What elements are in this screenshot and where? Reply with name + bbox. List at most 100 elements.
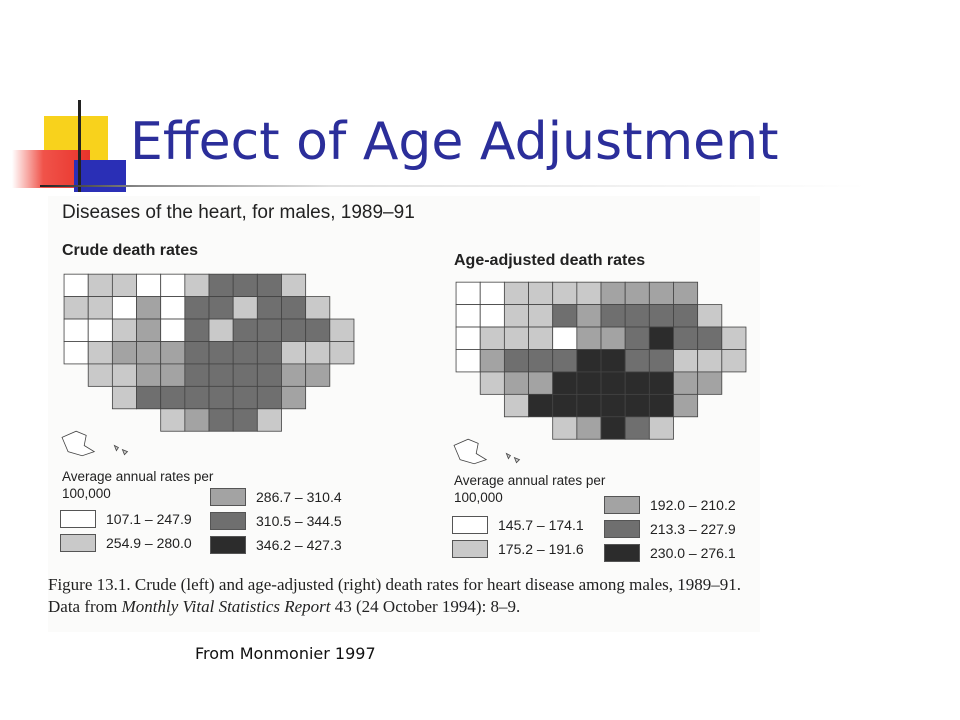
state-region	[528, 304, 554, 328]
adjusted-legend-title: Average annual rates per 100,000	[454, 473, 606, 505]
state-region	[111, 363, 137, 387]
state-region	[479, 371, 505, 395]
crude-legend-swatch	[210, 488, 246, 506]
state-region	[648, 393, 674, 418]
state-region	[136, 385, 162, 410]
crude-legend-item: 346.2 – 427.3	[210, 536, 342, 554]
state-region	[208, 296, 234, 320]
state-region	[479, 304, 505, 328]
figure-title: Diseases of the heart, for males, 1989–9…	[62, 202, 415, 223]
figure-caption: Figure 13.1. Crude (left) and age-adjust…	[48, 574, 760, 618]
state-region	[552, 371, 578, 395]
age-adjusted-rate-map	[453, 281, 747, 465]
state-region	[503, 304, 529, 328]
state-region	[305, 296, 331, 320]
state-region	[305, 363, 331, 387]
state-region	[160, 363, 186, 387]
state-region	[111, 296, 137, 320]
state-region	[600, 349, 626, 373]
state-region	[528, 371, 554, 395]
state-region	[697, 304, 723, 328]
state-region	[160, 273, 186, 298]
crude-legend-item: 286.7 – 310.4	[210, 488, 342, 506]
state-region	[455, 281, 481, 306]
state-region	[673, 304, 699, 328]
state-region	[600, 281, 626, 306]
state-region	[136, 318, 162, 342]
state-region	[576, 326, 602, 350]
adjusted-map-subtitle: Age-adjusted death rates	[454, 252, 646, 269]
state-region	[256, 408, 282, 432]
caption-citation: 43 (24 October 1994): 8–9.	[330, 597, 521, 616]
state-region	[576, 416, 602, 440]
state-region	[87, 363, 113, 387]
state-region	[329, 318, 355, 342]
accent-blue-square	[74, 160, 126, 192]
adjusted-legend-range: 213.3 – 227.9	[650, 521, 736, 537]
caption-source-title: Monthly Vital Statistics Report	[121, 597, 331, 616]
state-region	[576, 349, 602, 373]
state-region	[160, 296, 186, 320]
state-region	[600, 371, 626, 395]
state-region	[503, 371, 529, 395]
state-region	[184, 296, 210, 320]
state-region	[232, 341, 258, 365]
state-region	[721, 349, 747, 373]
state-region	[256, 318, 282, 342]
state-region	[624, 416, 650, 440]
state-region	[136, 273, 162, 298]
state-region	[503, 393, 529, 418]
state-region	[648, 416, 674, 440]
state-region	[305, 341, 331, 365]
state-region	[648, 281, 674, 306]
adjusted-legend-item: 145.7 – 174.1	[452, 516, 584, 534]
crude-legend-range: 254.9 – 280.0	[106, 535, 192, 551]
state-region	[552, 304, 578, 328]
state-region	[648, 304, 674, 328]
crude-map-subtitle: Crude death rates	[62, 242, 199, 259]
state-region	[624, 304, 650, 328]
state-region	[721, 326, 747, 350]
state-region	[455, 349, 481, 373]
state-region	[256, 296, 282, 320]
source-credit: From Monmonier 1997	[195, 644, 376, 663]
state-region	[624, 326, 650, 350]
title-underline-rule	[40, 185, 866, 187]
state-region	[576, 281, 602, 306]
adjusted-legend-item: 192.0 – 210.2	[604, 496, 736, 514]
state-region	[281, 296, 307, 320]
state-region	[208, 363, 234, 387]
state-region	[503, 349, 529, 373]
state-region	[281, 273, 307, 298]
state-region	[528, 349, 554, 373]
slide-title: Effect of Age Adjustment	[130, 112, 779, 172]
state-region	[281, 318, 307, 342]
state-region	[479, 349, 505, 373]
state-region	[673, 349, 699, 373]
state-region	[624, 349, 650, 373]
state-region	[576, 371, 602, 395]
accent-vertical-rule	[78, 100, 81, 192]
state-region	[184, 273, 210, 298]
state-region	[552, 326, 578, 350]
state-region	[87, 341, 113, 365]
state-region	[552, 349, 578, 373]
state-region	[281, 363, 307, 387]
state-region	[87, 273, 113, 298]
crude-legend-title: Average annual rates per 100,000	[62, 469, 214, 501]
state-region	[87, 296, 113, 320]
crude-legend-range: 286.7 – 310.4	[256, 489, 342, 505]
state-region	[281, 341, 307, 365]
state-region	[160, 341, 186, 365]
state-region	[624, 393, 650, 418]
state-region	[208, 318, 234, 342]
state-region	[184, 363, 210, 387]
crude-legend-range: 346.2 – 427.3	[256, 537, 342, 553]
state-region	[648, 349, 674, 373]
state-region	[63, 341, 89, 365]
adjusted-legend-swatch	[604, 496, 640, 514]
state-region	[160, 385, 186, 410]
adjusted-legend-range: 230.0 – 276.1	[650, 545, 736, 561]
state-region	[503, 281, 529, 306]
state-region	[184, 385, 210, 410]
